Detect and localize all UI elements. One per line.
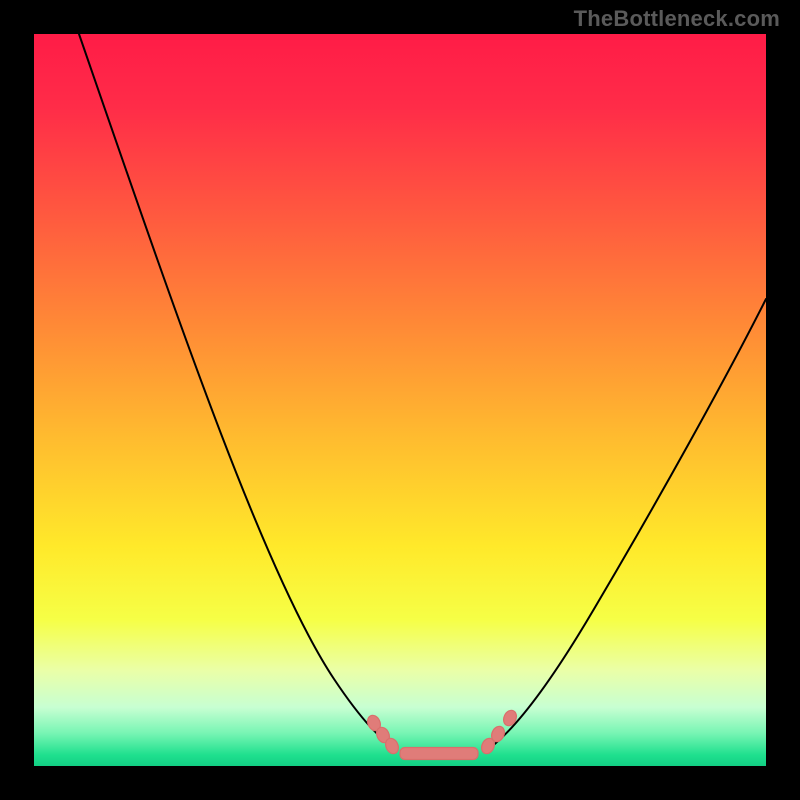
bottleneck-curve [79,34,766,752]
floor-markers [365,708,519,759]
chart-curve-layer [34,34,766,766]
chart-area [34,34,766,766]
chart-frame: TheBottleneck.com [0,0,800,800]
floor-segment [400,748,478,760]
curve-right-ascent [484,299,766,752]
floor-dot-right-2 [501,708,519,728]
curve-left-descent [79,34,396,749]
watermark-text: TheBottleneck.com [574,6,780,32]
